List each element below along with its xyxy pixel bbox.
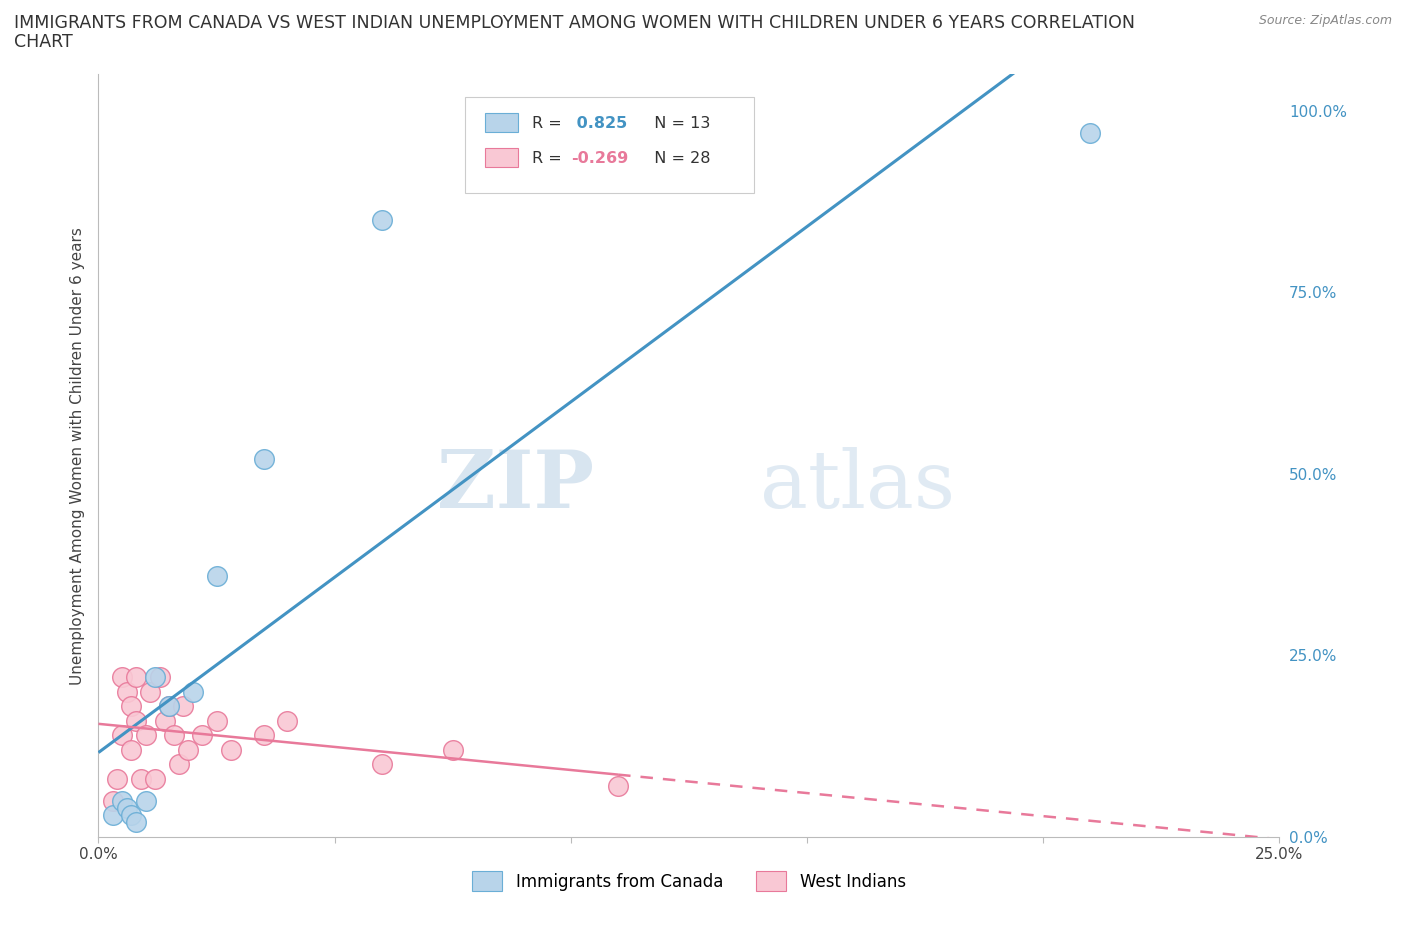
Point — [143, 772, 166, 787]
Point — [181, 684, 204, 699]
Point — [219, 742, 242, 757]
FancyBboxPatch shape — [485, 113, 517, 132]
Point — [163, 728, 186, 743]
Point — [101, 793, 124, 808]
Point — [105, 772, 128, 787]
Text: 0.825: 0.825 — [571, 115, 627, 131]
Text: CHART: CHART — [14, 33, 73, 50]
Text: N = 13: N = 13 — [644, 115, 710, 131]
Point — [125, 670, 148, 684]
Point — [143, 670, 166, 684]
Point — [253, 728, 276, 743]
FancyBboxPatch shape — [485, 149, 517, 166]
Text: IMMIGRANTS FROM CANADA VS WEST INDIAN UNEMPLOYMENT AMONG WOMEN WITH CHILDREN UND: IMMIGRANTS FROM CANADA VS WEST INDIAN UN… — [14, 14, 1135, 32]
Point — [191, 728, 214, 743]
Text: R =: R = — [531, 115, 567, 131]
Point — [276, 713, 298, 728]
Point — [125, 815, 148, 830]
Text: ZIP: ZIP — [437, 447, 595, 525]
Legend: Immigrants from Canada, West Indians: Immigrants from Canada, West Indians — [465, 865, 912, 897]
Point — [101, 808, 124, 823]
Point — [205, 568, 228, 583]
Point — [441, 742, 464, 757]
Point — [111, 793, 134, 808]
Point — [121, 742, 143, 757]
Point — [167, 757, 190, 772]
Point — [111, 670, 134, 684]
Point — [135, 793, 157, 808]
Text: N = 28: N = 28 — [644, 151, 710, 166]
Point — [172, 698, 194, 713]
Text: atlas: atlas — [759, 447, 955, 525]
Point — [153, 713, 176, 728]
Y-axis label: Unemployment Among Women with Children Under 6 years: Unemployment Among Women with Children U… — [69, 227, 84, 684]
Point — [135, 728, 157, 743]
Point — [253, 452, 276, 467]
Point — [371, 757, 394, 772]
Point — [121, 808, 143, 823]
Point — [149, 670, 172, 684]
Point — [129, 772, 152, 787]
Point — [115, 801, 138, 816]
Point — [157, 698, 180, 713]
Point — [125, 713, 148, 728]
Point — [157, 698, 180, 713]
Point — [371, 212, 394, 227]
Text: Source: ZipAtlas.com: Source: ZipAtlas.com — [1258, 14, 1392, 27]
Text: -0.269: -0.269 — [571, 151, 628, 166]
Point — [121, 698, 143, 713]
Point — [111, 728, 134, 743]
Text: R =: R = — [531, 151, 567, 166]
Point — [177, 742, 200, 757]
Point — [607, 778, 630, 793]
Point — [205, 713, 228, 728]
Point — [115, 684, 138, 699]
Point — [139, 684, 162, 699]
FancyBboxPatch shape — [464, 98, 754, 193]
Point — [1080, 125, 1102, 140]
